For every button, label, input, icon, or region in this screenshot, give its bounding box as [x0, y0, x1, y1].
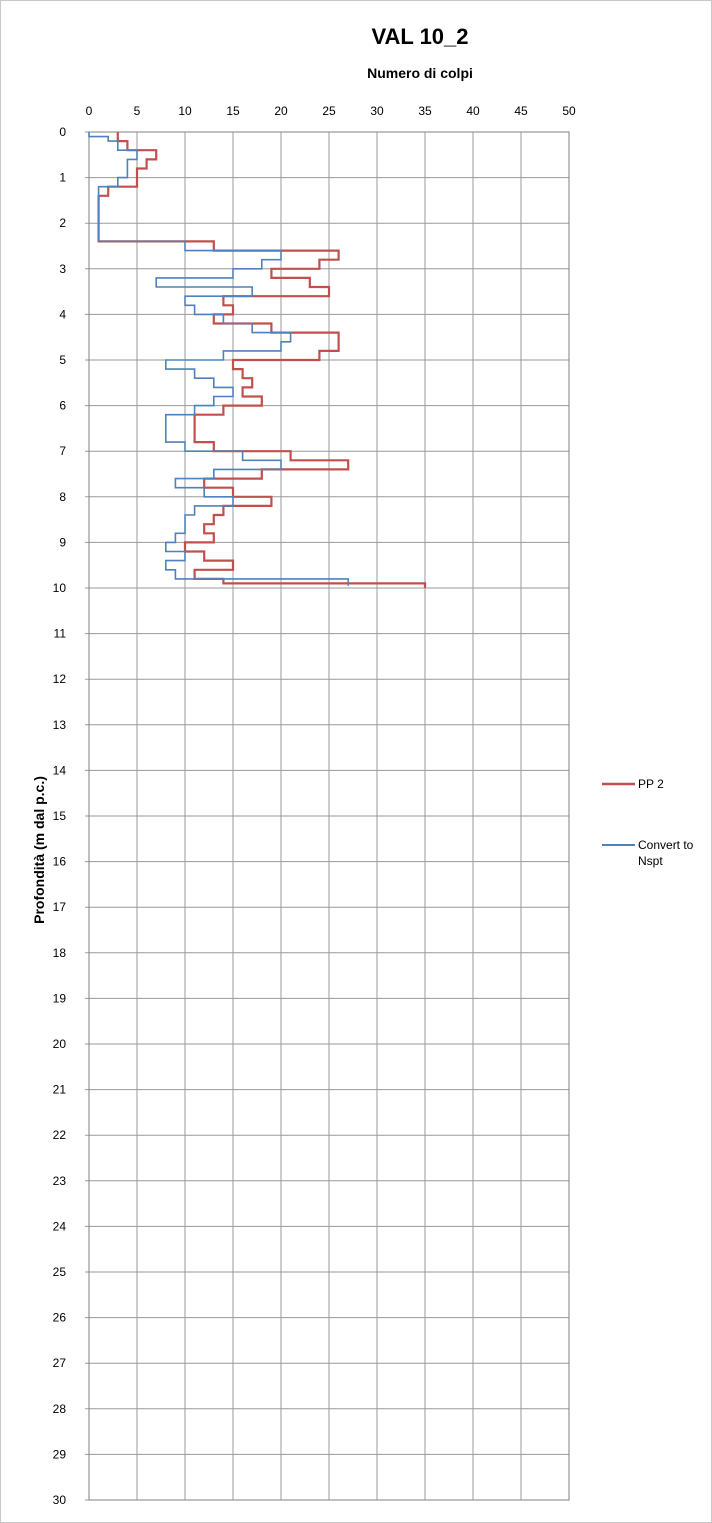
x-tick-label: 5: [134, 104, 141, 118]
y-tick-label: 1: [59, 171, 66, 185]
y-tick-label: 30: [53, 1493, 67, 1507]
x-tick-label: 45: [514, 104, 528, 118]
y-tick-label: 10: [53, 581, 67, 595]
y-tick-label: 9: [59, 535, 66, 549]
y-tick-label: 8: [59, 490, 66, 504]
y-tick-label: 5: [59, 353, 66, 367]
y-tick-label: 23: [53, 1174, 67, 1188]
tick-labels: 0 5 10 15 20 25 30 35 40 45 5001234567891011121314…: [53, 104, 576, 1507]
y-tick-label: 12: [53, 672, 67, 686]
y-tick-label: 29: [53, 1447, 67, 1461]
y-tick-label: 6: [59, 399, 66, 413]
series-line-nspt: [88, 132, 349, 586]
legend: PP 2 Convert to Nspt: [602, 777, 694, 868]
y-tick-label: 28: [53, 1402, 67, 1416]
y-tick-label: 25: [53, 1265, 67, 1279]
y-tick-label: 26: [53, 1311, 67, 1325]
y-axis-label: Profondità (m dal p.c.): [31, 776, 47, 924]
y-tick-label: 22: [53, 1128, 67, 1142]
y-tick-label: 17: [53, 900, 67, 914]
x-tick-label: 0: [86, 104, 93, 118]
y-tick-label: 16: [53, 855, 67, 869]
y-tick-label: 14: [53, 763, 67, 777]
x-tick-label: 20: [274, 104, 288, 118]
y-tick-label: 18: [53, 946, 67, 960]
legend-label-pp2: PP 2: [638, 777, 664, 791]
plot-area: [88, 131, 570, 1501]
y-tick-label: 27: [53, 1356, 67, 1370]
x-tick-label: 25: [322, 104, 336, 118]
y-tick-label: 13: [53, 718, 67, 732]
y-tick-label: 3: [59, 262, 66, 276]
x-tick-label: 50: [562, 104, 576, 118]
y-tick-label: 7: [59, 444, 66, 458]
x-tick-label: 10: [178, 104, 192, 118]
x-tick-label: 40: [466, 104, 480, 118]
y-tick-label: 0: [59, 125, 66, 139]
series-group: [88, 132, 427, 588]
x-axis-label: Numero di colpi: [367, 65, 473, 81]
x-tick-label: 30: [370, 104, 384, 118]
x-tick-label: 35: [418, 104, 432, 118]
y-tick-label: 19: [53, 991, 67, 1005]
grid: [85, 131, 570, 1501]
x-tick-label: 15: [226, 104, 240, 118]
y-tick-label: 21: [53, 1083, 67, 1097]
y-tick-label: 4: [59, 307, 66, 321]
chart-title: VAL 10_2: [371, 24, 468, 49]
y-tick-label: 2: [59, 216, 66, 230]
y-tick-label: 15: [53, 809, 67, 823]
y-tick-label: 24: [53, 1219, 67, 1233]
y-tick-label: 11: [54, 627, 67, 641]
legend-label-nspt: Convert to Nspt: [638, 838, 694, 868]
y-tick-label: 20: [53, 1037, 67, 1051]
